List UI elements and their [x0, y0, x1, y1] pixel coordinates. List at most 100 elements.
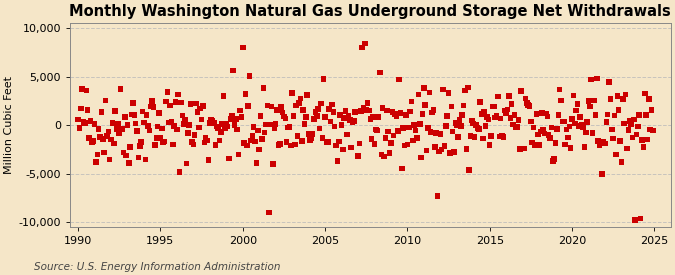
Point	[107, 121, 118, 125]
Point	[163, 120, 174, 125]
Point	[238, 45, 248, 50]
Point	[267, 162, 278, 166]
Point	[469, 135, 480, 139]
Point	[395, 111, 406, 115]
Point	[410, 128, 421, 133]
Point	[623, 128, 634, 132]
Point	[479, 109, 489, 114]
Point	[111, 127, 122, 131]
Point	[565, 146, 576, 150]
Point	[367, 137, 377, 141]
Point	[622, 146, 632, 150]
Point	[340, 109, 351, 113]
Point	[165, 103, 176, 108]
Point	[614, 108, 624, 112]
Point	[513, 118, 524, 122]
Y-axis label: Million Cubic Feet: Million Cubic Feet	[4, 76, 14, 174]
Point	[453, 134, 464, 139]
Point	[76, 106, 86, 111]
Point	[546, 125, 557, 130]
Point	[239, 141, 250, 145]
Point	[166, 120, 177, 124]
Point	[362, 101, 373, 105]
Point	[398, 126, 408, 130]
Point	[207, 119, 218, 123]
Point	[129, 113, 140, 117]
Point	[86, 140, 97, 144]
Point	[428, 108, 439, 112]
Point	[413, 92, 424, 97]
Point	[294, 101, 304, 105]
Point	[449, 150, 460, 154]
Point	[472, 126, 483, 130]
Point	[505, 116, 516, 120]
Point	[527, 140, 538, 145]
Point	[549, 157, 560, 161]
Point	[306, 136, 317, 141]
Point	[198, 104, 209, 108]
Point	[401, 113, 412, 117]
Point	[477, 136, 488, 141]
Point	[161, 99, 171, 104]
Point	[347, 120, 358, 124]
Point	[414, 122, 425, 126]
Point	[473, 126, 484, 131]
Point	[560, 142, 570, 147]
Point	[199, 141, 210, 145]
Point	[167, 142, 178, 147]
Point	[196, 117, 207, 122]
Point	[454, 118, 465, 122]
Point	[110, 109, 121, 113]
Point	[150, 143, 161, 147]
Point	[97, 137, 108, 141]
Point	[144, 128, 155, 133]
Point	[619, 121, 630, 126]
Point	[184, 123, 194, 127]
Point	[159, 139, 170, 144]
Point	[550, 141, 561, 145]
Point	[446, 104, 457, 109]
Point	[77, 87, 88, 91]
Point	[372, 128, 383, 133]
Point	[561, 127, 572, 131]
Point	[554, 87, 565, 92]
Point	[327, 102, 338, 107]
Point	[637, 138, 647, 142]
Point	[425, 130, 436, 134]
Point	[405, 109, 416, 114]
Point	[568, 93, 579, 98]
Point	[365, 117, 376, 121]
Point	[445, 151, 456, 155]
Point	[392, 129, 403, 133]
Point	[266, 104, 277, 109]
Point	[133, 155, 144, 160]
Point	[494, 134, 505, 139]
Point	[379, 154, 389, 159]
Point	[259, 130, 270, 135]
Point	[408, 138, 418, 143]
Point	[275, 142, 286, 146]
Point	[205, 121, 215, 125]
Point	[281, 140, 292, 144]
Point	[480, 124, 491, 128]
Point	[598, 140, 609, 144]
Point	[276, 105, 287, 109]
Point	[517, 146, 528, 151]
Point	[174, 170, 185, 174]
Point	[192, 110, 203, 114]
Point	[606, 127, 617, 132]
Point	[371, 128, 381, 132]
Point	[562, 135, 573, 140]
Point	[171, 128, 182, 132]
Point	[441, 114, 452, 118]
Point	[121, 153, 132, 158]
Point	[556, 98, 566, 103]
Point	[95, 135, 105, 139]
Point	[105, 137, 116, 142]
Point	[615, 139, 626, 143]
Point	[590, 112, 601, 117]
Point	[506, 102, 517, 106]
Point	[310, 109, 321, 114]
Point	[356, 45, 367, 50]
Point	[74, 126, 85, 130]
